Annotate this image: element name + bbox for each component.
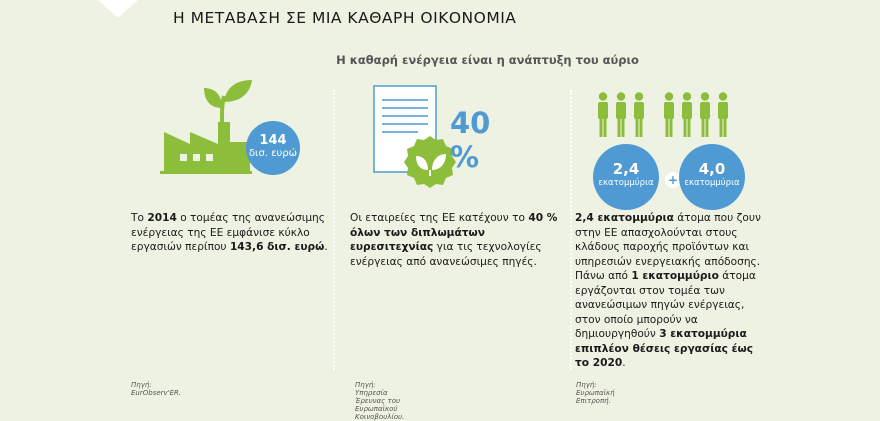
document-with-leaf-icon bbox=[373, 85, 456, 188]
factory-with-sprout-icon bbox=[160, 80, 252, 174]
text-segment: . bbox=[324, 241, 328, 253]
people-group-icon bbox=[598, 92, 728, 137]
text-segment: . bbox=[622, 357, 626, 369]
turnover-badge: 144 δισ. ευρώ bbox=[246, 121, 300, 175]
total-jobs-number: 4,0 bbox=[698, 160, 726, 178]
page-title: Η ΜΕΤΑΒΑΣΗ ΣΕ ΜΙΑ ΚΑΘΑΡΗ ΟΙΚΟΝΟΜΙΑ bbox=[173, 9, 517, 27]
text-segment: Οι εταιρείες της ΕΕ κατέχουν το bbox=[350, 212, 529, 224]
column-divider bbox=[570, 90, 572, 370]
efficiency-jobs-number: 2,4 bbox=[612, 160, 640, 178]
text-highlight: 2014 bbox=[147, 212, 177, 224]
source-note: Πηγή: EurObserv'ER. bbox=[131, 381, 182, 397]
text-highlight: 3 εκατομμύρια επιπλέον θέσεις εργασίας έ… bbox=[575, 328, 753, 369]
text-segment: ο τομέας της ανανεώσιμης ενέργειας της Ε… bbox=[131, 212, 325, 253]
text-highlight: 143,6 δισ. ευρώ bbox=[229, 241, 325, 253]
text-highlight: 2,4 εκατομμύρια bbox=[575, 212, 674, 224]
patents-text: Οι εταιρείες της ΕΕ κατέχουν το 40 % όλω… bbox=[350, 211, 570, 269]
source-note: Πηγή: Υπηρεσία Έρευνας του Ευρωπαϊκού Κο… bbox=[355, 381, 405, 421]
total-jobs-badge: 4,0 εκατομμύρια bbox=[679, 144, 745, 210]
jobs-text: 2,4 εκατομμύρια άτομα που ζουν στην ΕΕ α… bbox=[575, 211, 765, 371]
column-divider bbox=[333, 90, 335, 370]
total-jobs-unit: εκατομμύρια bbox=[684, 178, 740, 188]
text-segment: Το bbox=[131, 212, 148, 224]
efficiency-jobs-unit: εκατομμύρια bbox=[598, 178, 654, 188]
plus-sign: + bbox=[665, 172, 681, 188]
turnover-text: Το 2014 ο τομέας της ανανεώσιμης ενέργει… bbox=[131, 211, 331, 255]
turnover-badge-unit: δισ. ευρώ bbox=[248, 148, 298, 159]
source-note: Πηγή: Ευρωπαϊκή Επιτροπή. bbox=[576, 381, 615, 405]
text-highlight: 1 εκατομμύριο bbox=[631, 270, 719, 282]
text-segment: άτομα εργάζονται στον τομέα των ανανεώσι… bbox=[575, 270, 756, 340]
page-subtitle: Η καθαρή ενέργεια είναι η ανάπτυξη του α… bbox=[336, 53, 639, 67]
turnover-badge-number: 144 bbox=[259, 133, 287, 148]
text-segment: για τις τεχνολογίες ενέργειας από ανανεώ… bbox=[350, 241, 542, 268]
corner-notch bbox=[98, 0, 138, 18]
efficiency-jobs-badge: 2,4 εκατομμύρια bbox=[593, 144, 659, 210]
text-highlight: 40 % όλων των διπλωμάτων ευρεσιτεχνίας bbox=[350, 212, 558, 253]
patents-percentage: 40 % bbox=[450, 106, 491, 174]
text-segment: άτομα που ζουν στην ΕΕ απασχολούνται στο… bbox=[575, 212, 761, 282]
